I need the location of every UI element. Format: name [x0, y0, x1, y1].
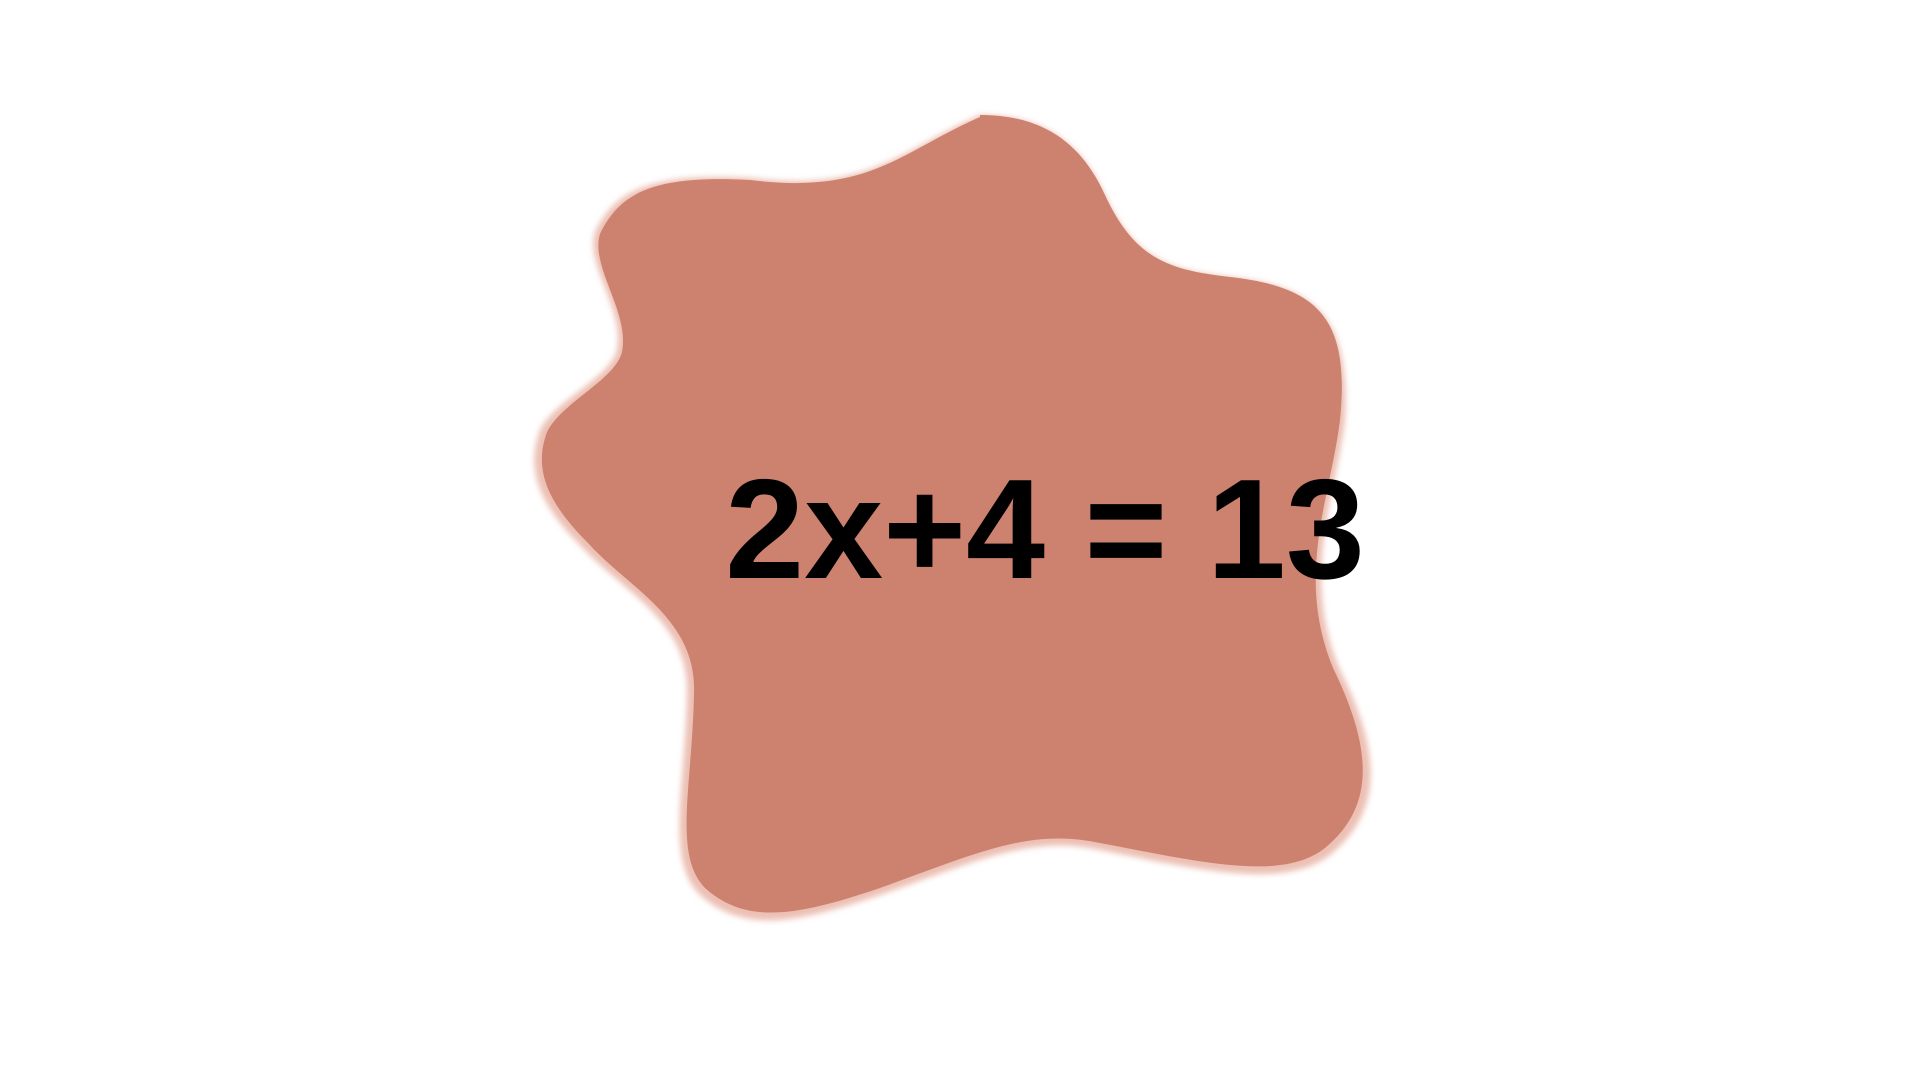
equation-text: 2x+4 = 13 [725, 450, 1365, 609]
blob-fill [541, 115, 1363, 913]
